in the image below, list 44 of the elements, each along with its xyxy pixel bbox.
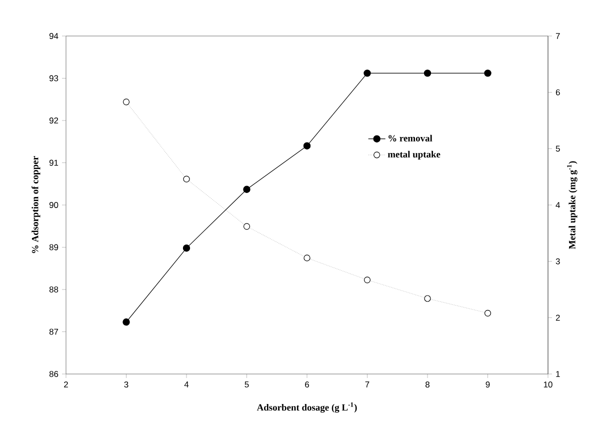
- point: [364, 70, 371, 77]
- y-tick-label: 89: [49, 244, 58, 250]
- point: [183, 176, 190, 182]
- x-tick-label: 9: [486, 382, 490, 388]
- x-tick-label: 8: [426, 382, 430, 388]
- x-tick-label: 3: [124, 382, 128, 388]
- y-axis-title: % Adsorption of copper: [32, 156, 40, 254]
- y-tick-label: 94: [49, 33, 58, 39]
- y-tick-label: 88: [49, 286, 58, 292]
- y-tick-label: 86: [49, 371, 58, 377]
- y2-tick-label: 6: [556, 89, 560, 96]
- y2-tick-label: 1: [556, 371, 560, 377]
- x-axis-title: Adsorbent dosage (g L$^{-1}$): [256, 402, 357, 413]
- point: [243, 186, 250, 193]
- y-tick-label: 91: [49, 160, 58, 166]
- x-tick-label: 10: [544, 382, 552, 388]
- point: [243, 223, 250, 230]
- point: [303, 142, 311, 150]
- y-tick-label: 90: [49, 202, 58, 208]
- y2-tick-label: 7: [556, 33, 560, 39]
- x-tick-label: 4: [184, 382, 189, 388]
- x-tick-label: 2: [64, 382, 68, 388]
- y-tick-label: 87: [49, 328, 58, 335]
- point: [122, 98, 130, 106]
- point: [424, 295, 431, 302]
- x-tick-label: 5: [244, 382, 249, 388]
- x-tick-label: 7: [365, 382, 370, 388]
- point: [304, 254, 310, 262]
- legend-label: metal uptake: [388, 150, 440, 160]
- y2-tick-label: 5: [556, 146, 560, 152]
- point: [364, 276, 371, 284]
- point: [424, 70, 432, 77]
- y-tick-label: 93: [49, 75, 58, 82]
- point: [182, 244, 190, 252]
- y2-tick-label: 4: [556, 202, 560, 208]
- y2-tick-label: 2: [556, 314, 560, 321]
- point: [484, 70, 492, 77]
- point: [122, 318, 130, 326]
- legend-label: % removal: [388, 134, 432, 142]
- point: [484, 310, 492, 316]
- y2-tick-label: 3: [556, 258, 560, 264]
- x-tick-label: 6: [305, 382, 309, 388]
- y2-axis-title: Metal uptake (mg g$^{-1}$): [567, 161, 578, 249]
- y-tick-label: 92: [49, 118, 58, 124]
